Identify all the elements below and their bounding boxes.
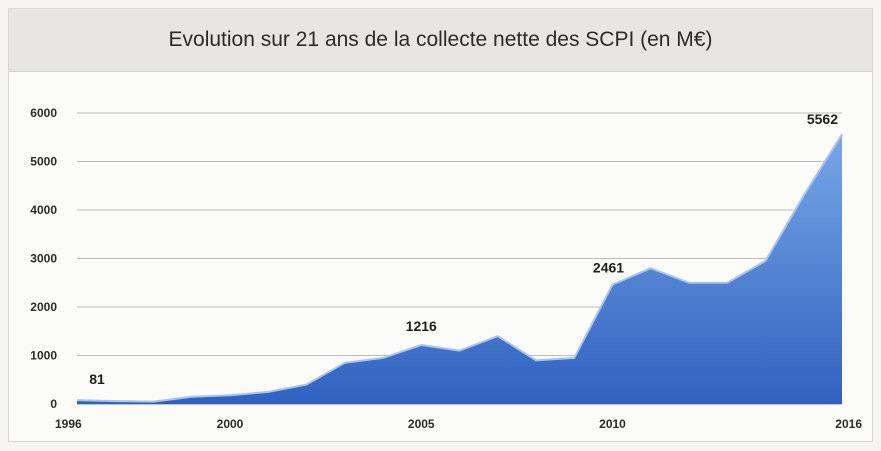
x-axis-ticks: 1996 2000 2005 2010 2016 xyxy=(55,417,862,431)
x-tick-label: 1996 xyxy=(55,417,82,431)
area-series xyxy=(76,133,843,404)
y-tick-label: 3000 xyxy=(30,252,57,266)
data-label: 2461 xyxy=(593,260,624,276)
y-tick-label: 4000 xyxy=(30,203,57,217)
x-tick-label: 2016 xyxy=(835,417,862,431)
y-tick-label: 1000 xyxy=(30,349,57,363)
y-tick-label: 2000 xyxy=(30,300,57,314)
y-tick-label: 5000 xyxy=(30,155,57,169)
data-label: 5562 xyxy=(807,111,838,127)
y-tick-label: 6000 xyxy=(30,106,57,120)
chart-title-bar: Evolution sur 21 ans de la collecte nett… xyxy=(9,9,872,72)
data-labels: 81 1216 2461 5562 xyxy=(89,111,838,387)
x-tick-label: 2005 xyxy=(408,417,435,431)
area-fill xyxy=(77,134,842,404)
x-tick-label: 2010 xyxy=(599,417,626,431)
data-label: 1216 xyxy=(406,318,437,334)
y-tick-label: 0 xyxy=(50,397,57,411)
y-axis-ticks: 0 1000 2000 3000 4000 5000 6000 xyxy=(30,106,57,411)
chart-title: Evolution sur 21 ans de la collecte nett… xyxy=(168,28,713,51)
area-edge-line xyxy=(76,133,843,403)
data-label: 81 xyxy=(89,371,105,387)
x-tick-label: 2000 xyxy=(217,417,244,431)
